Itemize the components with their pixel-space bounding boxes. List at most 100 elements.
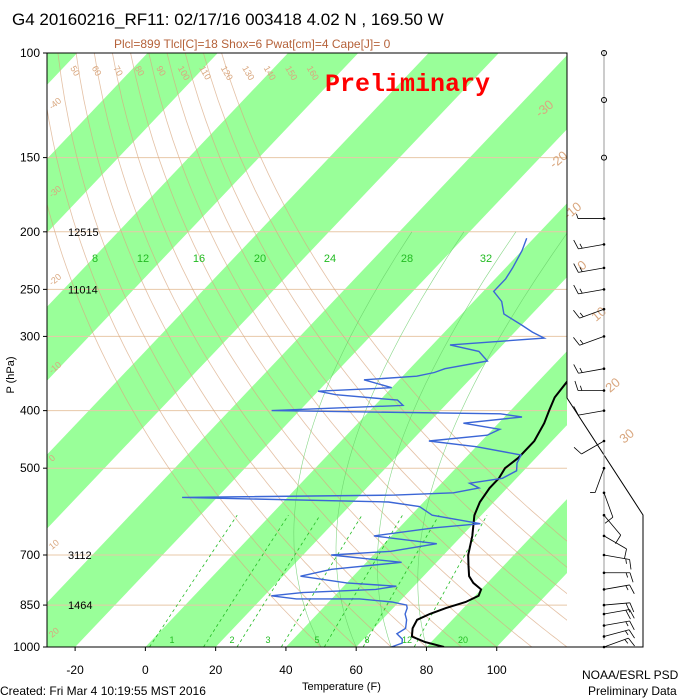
wind-feather bbox=[573, 263, 579, 273]
wind-barb bbox=[594, 468, 605, 493]
wind-feather bbox=[573, 406, 579, 416]
isotherm-label: 20 bbox=[47, 625, 61, 639]
height-label: 11014 bbox=[68, 284, 98, 296]
wind-feather bbox=[579, 312, 584, 318]
wind-barb bbox=[578, 410, 605, 416]
wind-barb bbox=[578, 288, 605, 295]
wind-barb bbox=[603, 637, 629, 648]
dry-adiabat-label: 130 bbox=[240, 64, 256, 82]
wind-point bbox=[602, 612, 606, 616]
dewpoint-profile bbox=[182, 237, 547, 647]
wind-feather bbox=[628, 637, 635, 647]
chart-subtitle: Plcl=899 Tlcl[C]=18 Shox=6 Pwat[cm]=4 Ca… bbox=[114, 37, 391, 51]
wind-profile bbox=[573, 50, 635, 649]
y-tick-label: 150 bbox=[20, 151, 40, 165]
wind-feather bbox=[629, 559, 632, 570]
isotherm-label: 10 bbox=[47, 537, 61, 551]
x-tick-label: 0 bbox=[142, 663, 149, 677]
isotherm-band bbox=[426, 499, 567, 647]
moist-adiabat bbox=[417, 232, 567, 647]
moist-adiabat bbox=[335, 231, 465, 647]
wind-point bbox=[602, 307, 606, 311]
wind-feather bbox=[579, 339, 584, 345]
mixing-ratio-label: 12 bbox=[402, 635, 412, 645]
wind-feather bbox=[625, 621, 629, 627]
mixing-ratio-label: 28 bbox=[401, 253, 413, 265]
mixing-ratio-line bbox=[413, 515, 488, 647]
wind-point bbox=[602, 266, 606, 270]
wind-feather bbox=[628, 629, 635, 639]
wind-feather bbox=[629, 620, 635, 630]
calm-wind bbox=[601, 154, 607, 161]
wind-feather bbox=[573, 239, 579, 250]
dry-adiabat-label: 90 bbox=[154, 64, 168, 78]
wind-feather bbox=[576, 213, 579, 219]
wind-point bbox=[602, 243, 606, 246]
dry-adiabat bbox=[75, 53, 428, 647]
mixing-ratio-label: 12 bbox=[137, 253, 149, 265]
y-tick-label: 1000 bbox=[13, 640, 40, 654]
wind-point bbox=[602, 367, 606, 370]
isotherm-band bbox=[47, 55, 567, 647]
wind-feather bbox=[579, 243, 583, 249]
wind-feather bbox=[579, 288, 583, 294]
created-timestamp: Created: Fri Mar 4 10:19:55 MST 2016 bbox=[0, 684, 206, 698]
wind-feather bbox=[573, 364, 579, 374]
credit-line-2: Preliminary Data bbox=[588, 684, 677, 698]
wind-feather bbox=[579, 267, 583, 272]
wind-barb bbox=[603, 609, 630, 615]
wind-feather bbox=[624, 639, 629, 644]
mixing-ratio-label: 20 bbox=[458, 635, 468, 645]
wind-barb bbox=[603, 620, 630, 626]
dry-adiabat bbox=[112, 53, 498, 647]
wind-point bbox=[602, 635, 606, 638]
wind-feather bbox=[625, 585, 629, 591]
wind-barb bbox=[578, 244, 605, 250]
wind-point bbox=[602, 217, 606, 220]
y-tick-label: 200 bbox=[20, 225, 40, 239]
x-tick-label: 40 bbox=[279, 663, 293, 677]
wind-feather bbox=[615, 534, 622, 544]
wind-barb bbox=[603, 492, 614, 518]
wind-barb bbox=[603, 554, 630, 560]
wind-feather bbox=[604, 516, 614, 524]
y-tick-label: 700 bbox=[20, 548, 40, 562]
wind-point bbox=[602, 335, 606, 338]
chart-title: G4 20160216_RF11: 02/17/16 003418 4.02 N… bbox=[12, 10, 444, 29]
x-axis: -20 0 20 40 60 80 100 bbox=[66, 647, 507, 677]
calm-wind bbox=[601, 50, 607, 56]
wind-feather bbox=[574, 380, 579, 391]
mixing-ratio-label: 20 bbox=[254, 253, 266, 265]
isotherm-label: -40 bbox=[47, 96, 63, 112]
wind-feather bbox=[573, 284, 579, 295]
wind-feather bbox=[625, 630, 629, 636]
mixing-ratio-line bbox=[323, 514, 403, 647]
wind-barb bbox=[578, 368, 605, 374]
isotherm-band bbox=[47, 53, 218, 233]
dry-adiabat-label: 50 bbox=[68, 64, 82, 78]
y-tick-label: 250 bbox=[20, 282, 40, 296]
isotherm-label: 0 bbox=[47, 453, 57, 464]
y-axis-label: P (hPa) bbox=[5, 356, 17, 393]
height-label: 12515 bbox=[68, 227, 99, 239]
wind-feather bbox=[625, 609, 631, 620]
y-tick-label: 100 bbox=[20, 46, 40, 60]
mixing-ratio-label: 8 bbox=[92, 253, 98, 265]
dry-adiabat bbox=[93, 53, 463, 647]
wind-barb bbox=[581, 440, 605, 455]
dry-adiabat-label: 60 bbox=[90, 64, 104, 78]
isotherm-band bbox=[47, 53, 499, 529]
isotherm-label: -20 bbox=[47, 272, 63, 288]
wind-point bbox=[602, 624, 606, 627]
wind-feather bbox=[625, 572, 629, 578]
credit-line-1: NOAA/ESRL PSD bbox=[582, 668, 679, 682]
dry-adiabat bbox=[47, 202, 322, 647]
wind-barb bbox=[578, 267, 605, 273]
height-label: 1464 bbox=[68, 600, 92, 612]
x-axis-label: Temperature (F) bbox=[302, 681, 381, 693]
dry-adiabat bbox=[130, 53, 533, 647]
mixing-ratio-label: 16 bbox=[193, 253, 205, 265]
mixing-ratio-label: 24 bbox=[324, 253, 336, 265]
wind-feather bbox=[625, 602, 631, 613]
